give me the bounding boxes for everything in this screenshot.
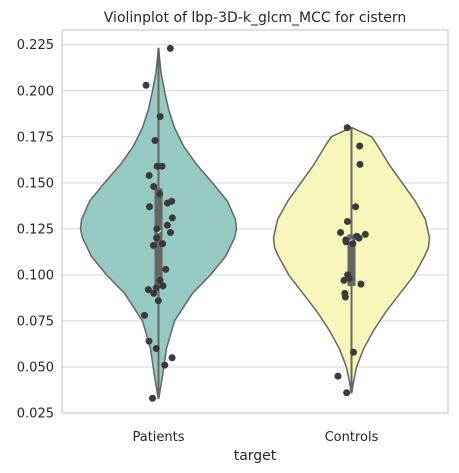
data-point: [355, 234, 363, 242]
data-point: [156, 190, 164, 198]
data-point: [144, 286, 152, 294]
data-point: [340, 276, 348, 284]
data-point: [166, 44, 174, 52]
data-point: [349, 240, 357, 248]
data-point: [343, 124, 351, 132]
data-point: [166, 229, 174, 237]
data-point: [356, 142, 364, 150]
y-tick-label: 0.100: [17, 268, 54, 283]
iqr-box: [347, 234, 356, 286]
y-tick-label: 0.125: [17, 222, 54, 237]
x-axis-ticks: Patients Controls: [132, 430, 378, 445]
data-point: [148, 394, 156, 402]
data-point: [146, 203, 154, 211]
data-point: [153, 225, 161, 233]
data-point: [141, 311, 149, 319]
data-point: [343, 218, 351, 225]
x-tick-label: Patients: [132, 430, 184, 445]
data-point: [345, 275, 353, 283]
y-tick-label: 0.075: [17, 314, 54, 329]
y-tick-label: 0.225: [17, 38, 54, 53]
data-point: [150, 183, 158, 191]
data-point: [145, 337, 153, 345]
data-point: [161, 361, 169, 369]
data-point: [168, 214, 176, 222]
data-point: [153, 234, 161, 242]
data-point: [162, 265, 170, 273]
data-point: [343, 389, 351, 397]
data-point: [159, 240, 167, 248]
data-point: [142, 81, 150, 89]
data-point: [334, 372, 342, 380]
y-tick-label: 0.150: [17, 176, 54, 191]
data-point: [342, 238, 350, 246]
y-axis-ticks: 0.025 0.050 0.075 0.100 0.125 0.150 0.175 0.200…: [17, 38, 54, 421]
plot-frame: [61, 29, 449, 414]
data-point: [150, 289, 158, 297]
data-point: [154, 297, 162, 305]
x-axis-label: target: [234, 448, 277, 464]
data-point: [150, 241, 158, 249]
data-point: [158, 162, 166, 170]
data-point: [153, 162, 161, 170]
data-point: [159, 282, 167, 290]
y-tick-label: 0.175: [17, 130, 54, 145]
data-point: [152, 284, 160, 292]
y-tick-label: 0.050: [17, 360, 54, 375]
data-point: [168, 354, 176, 362]
chart-title: Violinplot of lbp-3D-k_glcm_MCC for cist…: [104, 10, 406, 26]
data-point: [357, 280, 365, 288]
data-point: [163, 199, 171, 207]
data-point: [352, 203, 360, 211]
data-point: [152, 345, 160, 353]
x-tick-label: Controls: [325, 430, 379, 445]
data-point: [145, 171, 153, 179]
data-point: [156, 276, 164, 284]
strip-points: [141, 44, 369, 402]
y-tick-label: 0.025: [17, 407, 54, 422]
data-point: [151, 136, 159, 144]
data-point: [337, 229, 345, 237]
data-point: [156, 113, 164, 121]
y-tick-label: 0.200: [17, 84, 54, 99]
data-point: [349, 348, 357, 356]
data-point: [341, 293, 349, 301]
data-point: [356, 160, 364, 168]
data-point: [163, 221, 171, 229]
data-point: [361, 230, 369, 238]
